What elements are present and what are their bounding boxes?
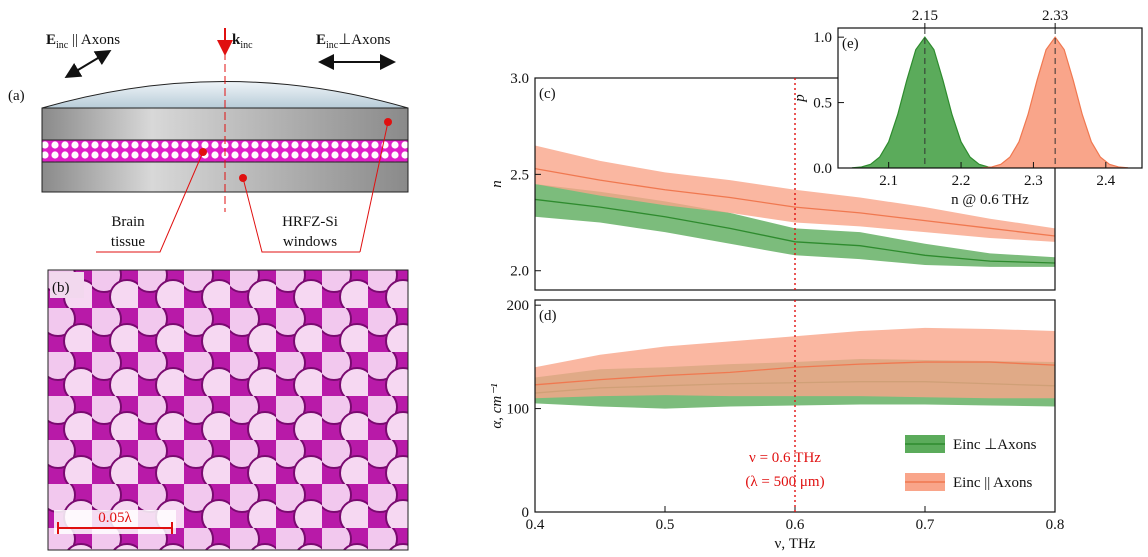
e-label: Einc || Axons [46, 32, 120, 51]
legend-label: Einc ⊥Axons [953, 437, 1037, 453]
dot [199, 148, 207, 156]
label: windows [283, 234, 337, 250]
y-tick-label: 0 [522, 505, 530, 521]
pointer [242, 177, 360, 253]
line [535, 167, 1055, 237]
panel-label: (d) [539, 308, 557, 324]
symbol: E [46, 32, 56, 48]
pointer [359, 121, 389, 253]
panel-label: (c) [539, 86, 556, 102]
y-tick-label: 200 [507, 298, 530, 314]
y-axis-label: p [792, 94, 808, 103]
subscript: inc [56, 40, 69, 51]
plot-area [838, 28, 1142, 168]
peak-label: 2.33 [1042, 8, 1068, 24]
e-label: Einc⊥Axons [316, 32, 391, 51]
plot [535, 327, 1055, 409]
chart: 0 100 200 0.4 0.5 0.6 0.7 0.8 (d) α, cm⁻¹ ν, THz ν … [489, 298, 1064, 552]
panel-b: (b) 0.05λ [47, 269, 409, 551]
y-tick-label: 1.0 [813, 30, 832, 46]
x-axis-label: n @ 0.6 THz [951, 192, 1029, 208]
error-band [535, 327, 1055, 399]
y-tick-label: 3.0 [510, 71, 529, 87]
micrograph [47, 269, 409, 551]
x-tick-label: 0.5 [656, 517, 675, 533]
chart: 2.15 2.33 0.0 0.5 1.0 2.1 2.2 2.3 2.4 (e) p n @ 0.6… [792, 8, 1143, 208]
subscript: inc [326, 40, 339, 51]
subscript: inc [240, 40, 253, 51]
x-tick-label: 0.6 [786, 517, 805, 533]
scale-bg [54, 510, 176, 534]
label: HRFZ-Si [282, 214, 338, 230]
y-tick-label: 100 [507, 402, 530, 418]
e-arrow [64, 49, 112, 79]
label: tissue [111, 234, 146, 250]
frame [837, 27, 1143, 169]
line [535, 361, 1055, 386]
legend-label: Einc || Axons [953, 475, 1032, 491]
k-label: kinc [232, 32, 253, 51]
annotation: ν = 0.6 THz [749, 450, 821, 466]
x-tick-label: 2.2 [952, 173, 971, 189]
label: Brain [111, 214, 145, 230]
y-tick-label: 0.5 [813, 96, 832, 112]
y-tick-label: 0.0 [813, 161, 832, 177]
y-tick-label: 2.5 [510, 167, 529, 183]
annotation: (λ = 500 μm) [745, 474, 824, 490]
label: ⊥Axons [338, 32, 390, 48]
symbol: k [232, 32, 241, 48]
panel-label: (a) [8, 88, 25, 104]
dot [239, 174, 247, 182]
label-bg [50, 272, 84, 298]
y-axis-label: α, cm⁻¹ [489, 383, 505, 429]
y-axis-label: n [489, 180, 505, 188]
peak-label: 2.15 [912, 8, 938, 24]
x-axis-label: ν, THz [775, 536, 816, 552]
x-tick-label: 2.1 [879, 173, 898, 189]
line [535, 198, 1055, 264]
x-tick-label: 2.4 [1096, 173, 1115, 189]
x-tick-label: 2.3 [1024, 173, 1043, 189]
x-tick-label: 0.7 [916, 517, 935, 533]
panel-label: (b) [52, 280, 70, 296]
dot [384, 118, 392, 126]
x-tick-label: 0.4 [526, 517, 545, 533]
scale-label: 0.05λ [98, 510, 132, 526]
label: || Axons [68, 32, 120, 48]
x-tick-label: 0.8 [1046, 517, 1065, 533]
y-tick-label: 2.0 [510, 264, 529, 280]
panel-label: (e) [842, 36, 859, 52]
symbol: E [316, 32, 326, 48]
panel-a: (a) Einc || Axons kinc Einc⊥Axons Brain … [8, 28, 409, 253]
pointer [96, 151, 204, 253]
